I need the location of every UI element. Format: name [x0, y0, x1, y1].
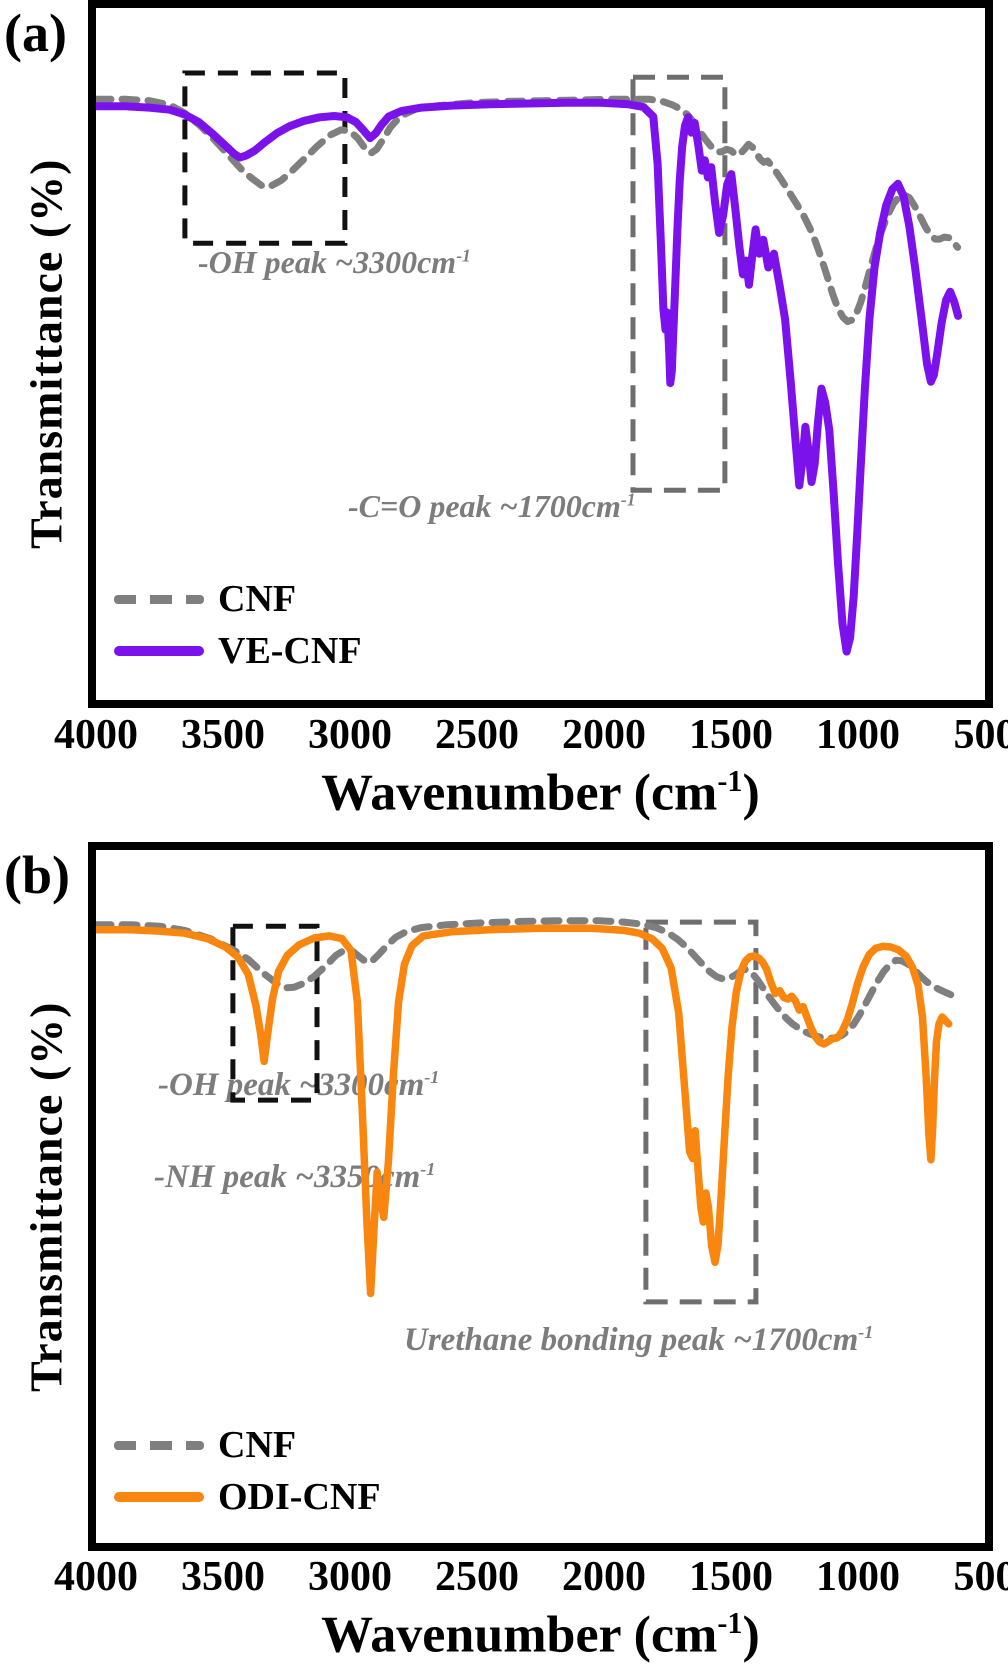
- highlight-box: [630, 74, 728, 493]
- x-tick: 3000: [307, 712, 392, 758]
- x-tick: 1500: [689, 712, 773, 758]
- legend-item-odi-cnf-b: ODI-CNF: [114, 1478, 381, 1516]
- annotation-co-peak-a: -C=O peak ~1700cm-1: [348, 488, 636, 524]
- x-tick: 3500: [181, 712, 265, 758]
- spectra-chart-b: [96, 917, 961, 1305]
- x-axis-ticks-b: 4000 3500 3000 2500 2000 1500 1000 500: [54, 1554, 1008, 1602]
- x-tick: 1000: [815, 712, 900, 758]
- x-tick: 3500: [181, 1554, 265, 1600]
- x-axis-ticks-a: 4000 3500 3000 2500 2000 1500 1000 500: [54, 712, 1008, 760]
- x-axis-title-a: Wavenumber (cm-1): [321, 764, 760, 822]
- series-cnf: [96, 95, 962, 325]
- x-tick: 2500: [434, 712, 519, 758]
- x-tick: 2000: [562, 1554, 646, 1600]
- legend-b: CNF ODI-CNF: [114, 1426, 381, 1516]
- odi-cnf-line-sample: [114, 1492, 204, 1502]
- annotation-urethane-peak-b: Urethane bonding peak ~1700cm-1: [404, 1322, 874, 1358]
- highlight-box: [643, 919, 759, 1305]
- plot-area-b: -OH peak ~3300cm-1 -NH peak ~3350cm-1 Ur…: [88, 842, 993, 1551]
- x-tick: 500: [953, 712, 1008, 758]
- x-tick: 2000: [562, 712, 646, 758]
- x-tick: 3000: [307, 1554, 392, 1600]
- legend-a: CNF VE-CNF: [114, 580, 362, 670]
- legend-item-cnf-a: CNF: [114, 580, 362, 618]
- plot-area-a: -OH peak ~3300cm-1 -C=O peak ~1700cm-1 C…: [88, 0, 993, 708]
- legend-item-ve-cnf-a: VE-CNF: [114, 632, 362, 670]
- y-axis-label-a: Transmittance (%): [20, 158, 72, 550]
- x-tick: 500: [953, 1554, 1008, 1600]
- y-axis-label-b: Transmittance (%): [20, 1001, 72, 1392]
- x-axis-title-b: Wavenumber (cm-1): [321, 1606, 760, 1664]
- highlight-box: [182, 70, 348, 246]
- cnf-dashed-line-sample: [114, 594, 204, 604]
- ve-cnf-line-sample: [114, 646, 204, 656]
- x-tick: 1000: [815, 1554, 900, 1600]
- x-tick: 1500: [689, 1554, 773, 1600]
- x-tick: 4000: [54, 1554, 138, 1600]
- series-ve-cnf: [96, 98, 963, 656]
- panel-b-label: (b): [4, 845, 70, 905]
- highlight-box: [230, 923, 320, 1103]
- x-tick: 2500: [434, 1554, 519, 1600]
- x-tick: 4000: [54, 712, 138, 758]
- series-cnf: [96, 917, 961, 1042]
- panel-a-label: (a): [4, 3, 67, 63]
- spectra-chart-a: [96, 70, 963, 656]
- legend-item-cnf-b: CNF: [114, 1426, 381, 1464]
- annotation-oh-peak-a: -OH peak ~3300cm-1: [198, 244, 471, 280]
- series-odi-cnf: [96, 924, 953, 1298]
- cnf-dashed-line-sample: [114, 1440, 204, 1450]
- annotation-oh-peak-b: -OH peak ~3300cm-1: [158, 1067, 440, 1103]
